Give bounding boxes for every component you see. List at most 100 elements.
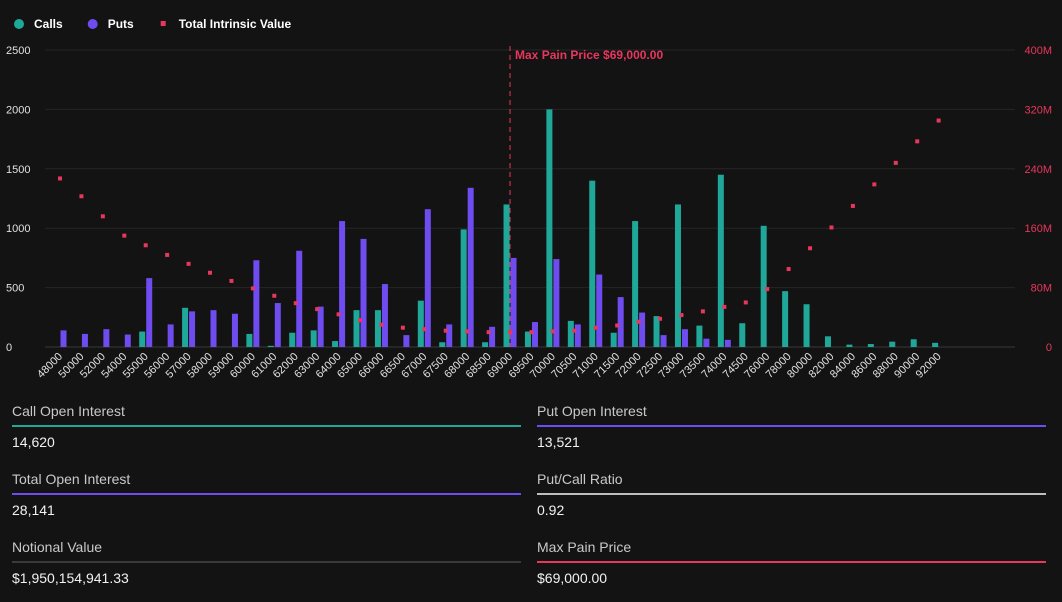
intrinsic-value-point: [743, 300, 748, 305]
intrinsic-value-point: [786, 267, 791, 272]
intrinsic-value-series: [58, 118, 941, 335]
legend-label: Total Intrinsic Value: [179, 17, 292, 31]
stat-label: Total Open Interest: [12, 471, 131, 487]
call-bar: [932, 342, 939, 347]
y-left-tick-label: 1000: [6, 223, 30, 235]
call-bar: [503, 204, 510, 347]
stat-call-open-interest: Call Open Interest 14,620: [12, 398, 521, 466]
stat-label: Call Open Interest: [12, 403, 125, 419]
put-bar: [124, 334, 131, 347]
call-bar: [674, 204, 681, 347]
put-bar: [381, 284, 388, 347]
call-bar: [717, 174, 724, 347]
stat-rule: [12, 425, 521, 427]
put-bar: [660, 335, 667, 347]
y-right-tick-label: 240M: [1024, 164, 1052, 176]
y-right-tick-label: 160M: [1024, 223, 1052, 235]
intrinsic-value-point: [465, 329, 470, 334]
put-bar: [81, 333, 88, 347]
call-bar: [310, 330, 317, 347]
call-bar: [374, 310, 381, 347]
open-interest-chart: Calls Puts Total Intrinsic Value 0 500 1000 1…: [6, 17, 1052, 381]
call-bar: [353, 310, 360, 347]
y-right-tick-label: 80M: [1031, 283, 1052, 295]
intrinsic-value-point: [893, 160, 898, 165]
call-bar: [289, 332, 296, 347]
call-bar: [632, 221, 639, 347]
chart-grid: [45, 49, 1015, 348]
call-bar: [332, 341, 339, 347]
put-bar: [446, 324, 453, 347]
y-left-tick-label: 2000: [6, 104, 30, 116]
max-pain-marker: Max Pain Price $69,000.00: [509, 46, 663, 347]
intrinsic-value-point: [636, 319, 641, 324]
put-bar: [467, 187, 474, 347]
stat-value: $69,000.00: [537, 570, 608, 586]
x-axis: 4800050000520005400055000560005700058000…: [35, 351, 944, 381]
intrinsic-value-point: [358, 318, 363, 323]
intrinsic-value-point: [208, 270, 213, 275]
intrinsic-value-point: [379, 322, 384, 327]
intrinsic-value-point: [872, 182, 877, 187]
call-bar: [846, 344, 853, 347]
put-bar: [681, 329, 688, 347]
put-bar: [403, 335, 410, 347]
call-bar: [246, 333, 253, 347]
legend-swatch: [160, 21, 166, 26]
put-bar: [489, 326, 496, 347]
stat-put-call-ratio: Put/Call Ratio 0.92: [537, 466, 1046, 534]
stat-value: 14,620: [12, 434, 55, 450]
call-bar: [546, 109, 553, 348]
legend-label: Puts: [108, 17, 134, 31]
call-bar: [760, 225, 767, 347]
put-bar: [553, 259, 560, 347]
put-bar: [317, 306, 324, 347]
legend-label: Calls: [34, 17, 63, 31]
intrinsic-value-point: [58, 176, 62, 181]
call-bar: [567, 320, 574, 347]
intrinsic-value-point: [443, 328, 448, 333]
stat-label: Max Pain Price: [537, 539, 632, 555]
put-bar: [531, 322, 538, 347]
intrinsic-value-point: [700, 309, 705, 314]
put-bar: [574, 324, 581, 347]
call-bar: [439, 342, 446, 347]
put-bar: [617, 297, 624, 347]
intrinsic-value-point: [422, 327, 427, 332]
intrinsic-value-point: [722, 304, 727, 309]
put-bar: [60, 330, 67, 347]
put-bar: [167, 324, 174, 347]
call-bar: [696, 325, 703, 347]
put-bar: [639, 312, 646, 347]
intrinsic-value-point: [293, 301, 298, 306]
intrinsic-value-point: [679, 313, 684, 318]
bar-series: [60, 109, 939, 348]
put-bar: [596, 274, 603, 347]
intrinsic-value-point: [400, 325, 405, 330]
y-right-tick-label: 0: [1046, 342, 1052, 354]
call-bar: [739, 323, 746, 347]
call-bar: [653, 316, 660, 347]
call-bar: [589, 180, 596, 347]
stat-label: Put Open Interest: [537, 403, 647, 419]
y-left-tick-label: 0: [6, 342, 12, 354]
put-bar: [296, 250, 303, 347]
call-bar: [139, 331, 146, 347]
call-bar: [803, 304, 810, 347]
chart-legend: Calls Puts Total Intrinsic Value: [14, 17, 292, 31]
intrinsic-value-point: [593, 325, 598, 330]
stat-rule: [537, 493, 1046, 495]
legend-swatch: [14, 19, 24, 29]
put-bar: [231, 313, 238, 347]
call-bar: [267, 345, 274, 347]
stat-value: 28,141: [12, 502, 55, 518]
intrinsic-value-point: [272, 293, 277, 298]
call-bar: [417, 300, 424, 347]
call-bar: [910, 339, 917, 347]
intrinsic-value-point: [615, 323, 620, 328]
intrinsic-value-point: [829, 225, 834, 230]
intrinsic-value-point: [658, 316, 663, 321]
intrinsic-value-point: [529, 330, 534, 335]
call-bar: [460, 229, 467, 347]
stats-panel: Call Open Interest 14,620 Put Open Inter…: [12, 398, 1046, 602]
